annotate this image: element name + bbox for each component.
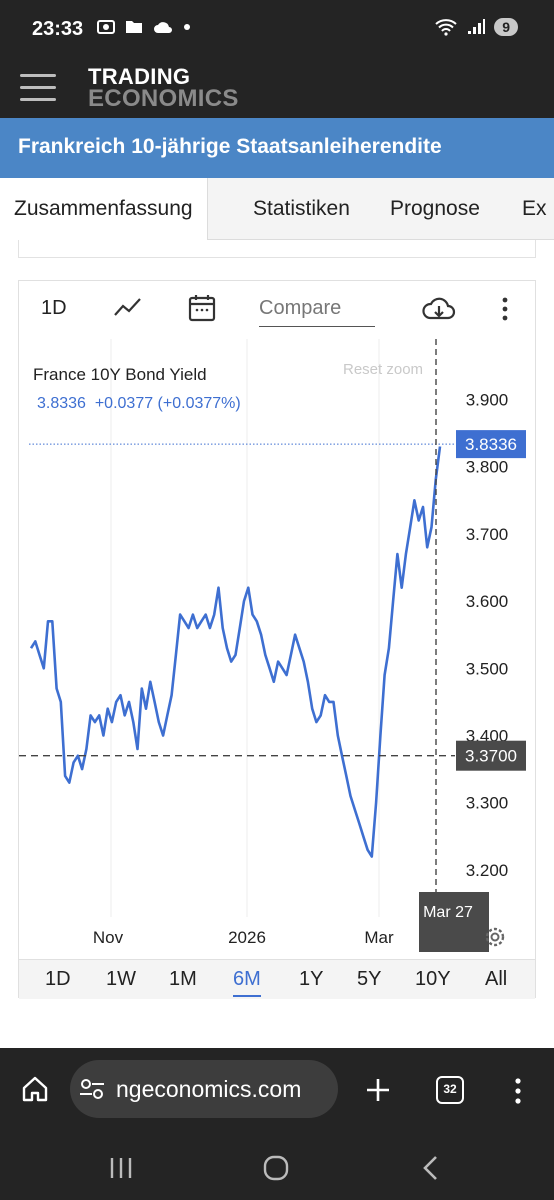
download-icon[interactable] (421, 293, 457, 325)
wifi-icon (435, 19, 457, 36)
calendar-icon[interactable] (187, 293, 217, 323)
site-settings-icon[interactable] (78, 1076, 106, 1102)
range-5y-button[interactable]: 5Y (357, 968, 382, 990)
x-tick-label: Mar (364, 928, 394, 947)
chart-title: France 10Y Bond Yield (33, 365, 207, 384)
dot-icon (184, 24, 190, 30)
chart-quote: 3.8336 +0.0377 (+0.0377%) (37, 395, 241, 412)
home-icon[interactable] (20, 1074, 50, 1104)
range-6m-button[interactable]: 6M (233, 968, 261, 997)
menu-button[interactable] (20, 74, 56, 104)
reset-zoom-button[interactable]: Reset zoom (343, 361, 423, 378)
x-tick-label: Nov (93, 928, 124, 947)
compare-input[interactable]: Compare (259, 297, 375, 327)
site-logo[interactable]: TRADING ECONOMICS (88, 64, 239, 112)
y-tick-label: 3.600 (466, 592, 509, 611)
tab-summary[interactable]: Zusammenfassung (0, 178, 208, 240)
range-10y-button[interactable]: 10Y (415, 968, 451, 990)
range-1m-button[interactable]: 1M (169, 968, 197, 990)
last-value-tag: 3.8336 (456, 430, 526, 459)
page-title: Frankreich 10-jährige Staatsanleiherendi… (18, 135, 442, 158)
status-time: 23:33 (32, 18, 84, 40)
recent-apps-icon[interactable] (108, 1156, 134, 1180)
status-bar: 23:33 9 (0, 0, 554, 62)
browser-toolbar: ngeconomics.com 32 (0, 1048, 554, 1132)
content-strip (18, 240, 536, 258)
crosshair-value-label: 3.3700 (465, 747, 517, 766)
crosshair-date-label: Mar 27 (423, 904, 473, 921)
range-1y-button[interactable]: 1Y (299, 968, 324, 990)
notification-icons (96, 18, 192, 36)
system-navigation-bar (0, 1132, 554, 1200)
range-selector: 1D 1W 1M 6M 1Y 5Y 10Y All (19, 959, 535, 999)
range-1w-button[interactable]: 1W (106, 968, 136, 990)
y-tick-label: 3.700 (466, 525, 509, 544)
y-tick-label: 3.800 (466, 458, 509, 477)
crosshair-value-tag: 3.3700 (456, 740, 526, 771)
menu-line (20, 98, 56, 101)
y-tick-label: 3.900 (466, 390, 509, 409)
range-1d-button[interactable]: 1D (45, 968, 71, 990)
logo-line-1: TRADING (88, 64, 191, 89)
browser-menu-icon[interactable] (508, 1076, 528, 1106)
new-tab-icon[interactable] (364, 1076, 392, 1104)
page-title-bar: Frankreich 10-jährige Staatsanleiherendi… (0, 118, 554, 178)
logo-line-2: ECONOMICS (88, 85, 239, 112)
url-text: ngeconomics.com (116, 1076, 302, 1102)
y-tick-label: 3.500 (466, 659, 509, 678)
crosshair-date-tag: Mar 27 (419, 892, 489, 952)
chart-settings-icon[interactable] (485, 927, 505, 947)
address-bar[interactable]: ngeconomics.com (70, 1060, 338, 1118)
cloud-icon (154, 22, 172, 33)
range-all-button[interactable]: All (485, 968, 508, 990)
menu-line (20, 86, 56, 89)
interval-button[interactable]: 1D (41, 297, 67, 319)
y-tick-label: 3.200 (466, 861, 509, 880)
folder-icon (126, 21, 142, 33)
more-options-icon[interactable] (495, 293, 515, 325)
series-line (29, 446, 442, 858)
tab-bar: Zusammenfassung Statistiken Prognose Ex (0, 178, 554, 240)
chart-toolbar: 1D Compare (19, 281, 535, 339)
screenshot-icon (97, 20, 115, 34)
tab-forecast[interactable]: Prognose (390, 197, 480, 220)
system-icons: 9 (434, 18, 518, 36)
signal-icon (468, 19, 486, 34)
last-value-label: 3.8336 (465, 435, 517, 454)
tab-statistics[interactable]: Statistiken (253, 197, 350, 220)
chart-card: 1D Compare Reset zoom France 10Y Bond Yi… (18, 280, 536, 999)
x-tick-label: 2026 (228, 928, 266, 947)
back-icon[interactable] (420, 1154, 442, 1182)
tab-switcher-button[interactable]: 32 (436, 1076, 464, 1104)
app-header: TRADING ECONOMICS (0, 62, 554, 118)
battery-badge: 9 (494, 18, 518, 36)
chart-type-line-icon[interactable] (113, 293, 143, 323)
home-nav-icon[interactable] (262, 1154, 290, 1182)
menu-line (20, 74, 56, 77)
tab-more[interactable]: Ex (522, 197, 547, 220)
price-chart[interactable]: Reset zoom France 10Y Bond Yield 3.8336 … (19, 339, 535, 959)
y-tick-label: 3.300 (466, 794, 509, 813)
